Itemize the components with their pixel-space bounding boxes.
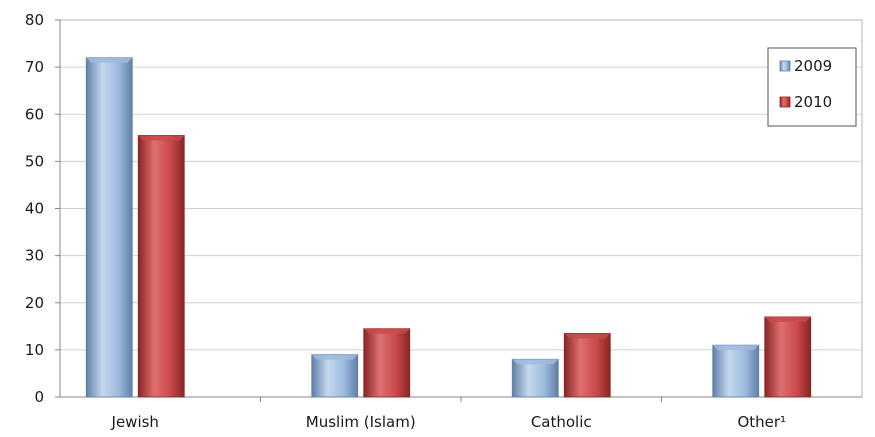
axis-labels: 0 10 20 30 40 50 60 70 80 Jewish Muslim (Islam) Cat… [25, 11, 786, 431]
legend: 2009 2010 [767, 47, 857, 127]
y-tick-label: 0 [34, 388, 44, 406]
y-tick-label: 70 [25, 58, 44, 76]
bar-top-bevel [764, 316, 811, 322]
x-tick-label: Catholic [531, 413, 592, 431]
legend-swatch-2010 [779, 96, 791, 108]
bar-2009-other- [712, 344, 760, 398]
y-tick-label: 50 [25, 152, 44, 170]
bar-2010-jewish [137, 135, 185, 398]
legend-swatch-2009 [779, 60, 791, 72]
legend-label-2009: 2009 [794, 57, 832, 75]
y-tick-label: 30 [25, 247, 44, 265]
bar-2010-catholic [563, 332, 611, 398]
legend-label-2010: 2010 [794, 93, 832, 111]
bar-top-bevel [138, 135, 185, 141]
bar-2009-muslim-islam- [311, 354, 359, 398]
y-tick-label: 10 [25, 341, 44, 359]
bar-top-bevel [512, 359, 559, 365]
x-tick-label: Other¹ [737, 413, 786, 431]
bar-top-bevel [363, 328, 410, 334]
y-tick-label: 20 [25, 294, 44, 312]
bar-top-bevel [86, 57, 133, 63]
y-tick-label: 40 [25, 200, 44, 218]
x-tick-label: Muslim (Islam) [306, 413, 416, 431]
x-tick-label: Jewish [111, 413, 159, 431]
bar-2009-catholic [511, 358, 559, 398]
bar-2010-muslim-islam- [363, 328, 411, 398]
bars [85, 57, 812, 398]
bar-top-bevel [712, 345, 759, 351]
bar-top-bevel [311, 354, 358, 360]
y-tick-label: 80 [25, 11, 44, 29]
bar-2010-other- [764, 316, 812, 398]
bar-top-bevel [564, 333, 611, 339]
y-tick-label: 60 [25, 105, 44, 123]
bar-2009-jewish [85, 57, 133, 398]
